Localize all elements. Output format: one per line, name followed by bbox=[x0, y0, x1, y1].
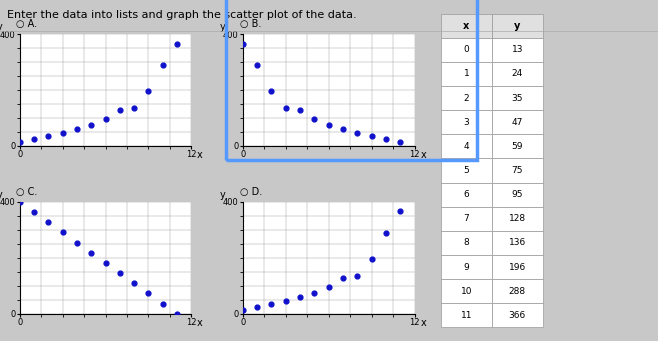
Point bbox=[143, 291, 154, 296]
Point bbox=[352, 273, 363, 278]
Point bbox=[338, 127, 348, 132]
Point bbox=[309, 290, 320, 295]
X-axis label: x: x bbox=[420, 318, 426, 328]
Y-axis label: y: y bbox=[219, 190, 225, 199]
Point bbox=[252, 304, 263, 310]
Y-axis label: y: y bbox=[0, 22, 2, 32]
Point bbox=[43, 220, 53, 225]
Point bbox=[100, 260, 111, 266]
Point bbox=[57, 229, 68, 235]
Point bbox=[57, 130, 68, 135]
Point bbox=[129, 281, 139, 286]
X-axis label: x: x bbox=[420, 150, 426, 160]
Point bbox=[324, 284, 334, 290]
Point bbox=[29, 136, 39, 142]
Point bbox=[114, 270, 125, 276]
X-axis label: x: x bbox=[197, 150, 203, 160]
Point bbox=[324, 122, 334, 128]
Point bbox=[367, 256, 377, 262]
Point bbox=[14, 199, 25, 205]
Point bbox=[14, 139, 25, 145]
Point bbox=[86, 250, 97, 255]
Point bbox=[114, 107, 125, 113]
Point bbox=[295, 107, 305, 113]
Point bbox=[352, 130, 363, 135]
Point bbox=[172, 41, 182, 46]
Point bbox=[157, 301, 168, 306]
Point bbox=[266, 88, 277, 94]
Point bbox=[129, 105, 139, 110]
Point bbox=[295, 295, 305, 300]
Text: ○ A.: ○ A. bbox=[16, 19, 38, 29]
Text: ○ B.: ○ B. bbox=[240, 19, 261, 29]
Y-axis label: y: y bbox=[0, 190, 2, 199]
Text: ○ C.: ○ C. bbox=[16, 187, 38, 196]
Point bbox=[338, 275, 348, 281]
X-axis label: x: x bbox=[197, 318, 203, 328]
Point bbox=[367, 133, 377, 139]
Point bbox=[381, 136, 392, 142]
Point bbox=[143, 88, 154, 94]
Point bbox=[72, 127, 82, 132]
Text: ○ D.: ○ D. bbox=[240, 187, 262, 196]
Y-axis label: y: y bbox=[219, 22, 225, 32]
Point bbox=[157, 63, 168, 68]
Point bbox=[309, 117, 320, 122]
Point bbox=[86, 122, 97, 128]
Point bbox=[381, 231, 392, 236]
Point bbox=[172, 311, 182, 316]
Point bbox=[29, 209, 39, 215]
Point bbox=[238, 307, 248, 313]
Point bbox=[238, 41, 248, 46]
Point bbox=[395, 139, 405, 145]
Point bbox=[252, 63, 263, 68]
Point bbox=[280, 105, 291, 110]
Point bbox=[266, 301, 277, 307]
Point bbox=[43, 133, 53, 139]
Point bbox=[72, 240, 82, 245]
Text: Enter the data into lists and graph the scatter plot of the data.: Enter the data into lists and graph the … bbox=[7, 10, 356, 20]
Point bbox=[395, 209, 405, 214]
Point bbox=[100, 117, 111, 122]
Point bbox=[280, 298, 291, 303]
